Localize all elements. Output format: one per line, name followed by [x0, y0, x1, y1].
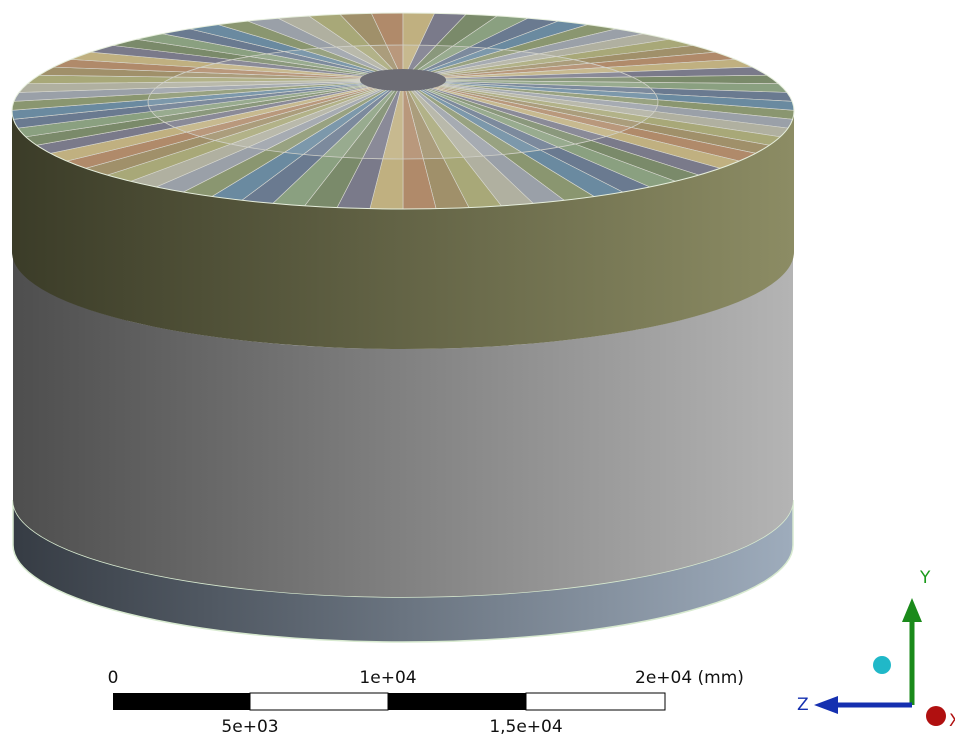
scale-bar: 0 1e+04 2e+04 (mm) 5e+03 1,5e+04	[108, 668, 744, 736]
x-axis-ball	[926, 706, 946, 726]
z-arrowhead	[814, 696, 838, 714]
scale-segment	[113, 693, 250, 710]
y-label: Y	[919, 568, 931, 588]
iso-ball	[873, 656, 891, 674]
inner-ring	[148, 45, 658, 159]
scale-segment	[250, 693, 388, 710]
y-arrowhead	[902, 598, 922, 622]
scale-label: 1,5e+04	[489, 717, 562, 736]
axis-triad: Y Z X	[797, 568, 955, 731]
viewport: 0 1e+04 2e+04 (mm) 5e+03 1,5e+04 Y Z X	[0, 0, 955, 736]
scale-label: 2e+04 (mm)	[635, 668, 744, 688]
scale-label: 5e+03	[221, 717, 278, 736]
scale-segment	[526, 693, 665, 710]
scale-segment	[388, 693, 526, 710]
scale-label: 1e+04	[359, 668, 416, 688]
scale-label: 0	[108, 668, 119, 688]
z-label: Z	[797, 695, 809, 715]
x-label: X	[949, 711, 955, 731]
hub	[360, 69, 446, 91]
